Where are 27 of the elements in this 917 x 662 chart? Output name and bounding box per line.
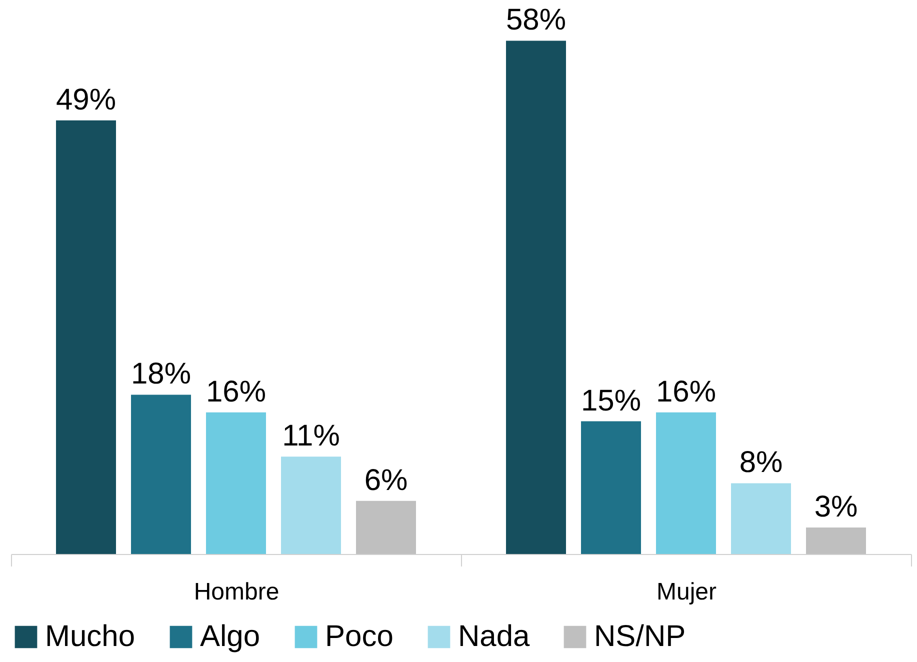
data-label: 16% [206, 375, 266, 408]
legend-label: Poco [325, 620, 394, 653]
data-label: 58% [506, 4, 566, 37]
data-label: 15% [580, 384, 642, 418]
bar [56, 120, 116, 554]
bar [206, 412, 266, 554]
legend-label: NS/NP [594, 620, 686, 653]
legend-label: Nada [458, 620, 530, 653]
bar [131, 394, 191, 554]
bar [281, 456, 341, 554]
bar [806, 527, 866, 554]
x-tick-label: Hombre [194, 578, 280, 606]
data-label: 16% [656, 375, 716, 408]
bar [731, 483, 791, 554]
data-label: 8% [739, 446, 783, 480]
data-label: 18% [130, 358, 192, 391]
data-label: 49% [56, 83, 116, 116]
bar [656, 412, 716, 554]
bar [581, 421, 641, 554]
data-label: 3% [814, 490, 858, 524]
data-label: 6% [364, 464, 408, 497]
x-tick-label: Mujer [656, 578, 717, 606]
bar [506, 40, 566, 554]
legend-label: Mucho [45, 620, 136, 653]
legend-label: Algo [200, 620, 260, 653]
data-label: 11% [282, 420, 340, 453]
bar [356, 500, 416, 554]
